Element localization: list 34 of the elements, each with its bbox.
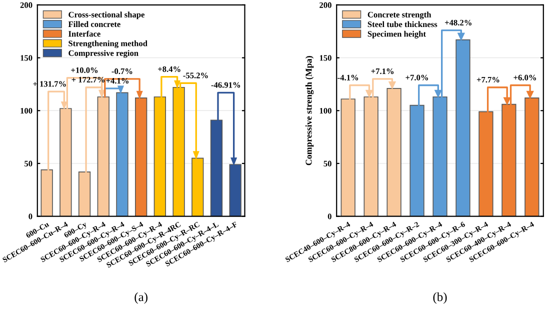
annotation: +6.0% [514, 74, 536, 80]
y-tick-label: 200 [20, 2, 32, 8]
legend-label: Compressive region [68, 50, 138, 58]
text: (a) [134, 292, 148, 304]
annotation: -4.1% [338, 74, 358, 80]
y-tick-label: 100 [320, 108, 332, 114]
annotation: +10.0% [71, 67, 98, 74]
text: (b) [433, 292, 447, 304]
annotation: +48.2% [444, 20, 472, 26]
annotation: + 131.7% [33, 81, 66, 87]
annotation: +7.0% [406, 74, 428, 80]
annotation: -55.2% [183, 72, 208, 78]
y-tick-label: 150 [20, 55, 32, 61]
annotation: +7.1% [371, 68, 394, 74]
legend-label: Interface [68, 30, 100, 37]
y-tick-label: 0 [28, 214, 32, 220]
legend-label: Filled concrete [68, 21, 120, 28]
annotation: +7.7% [476, 76, 500, 83]
y-tick-label: 50 [324, 160, 332, 166]
annotation: -0.7% [112, 68, 132, 74]
annotation: +4.1% [106, 78, 128, 84]
legend-label: Steel tube thickness [368, 21, 438, 28]
y-axis-title: Compressive strength (Mpa) [305, 56, 314, 166]
legend-label: Specimen height [368, 30, 426, 38]
y-tick-label: 200 [320, 2, 332, 8]
y-tick-label: 50 [24, 160, 32, 166]
legend-label: Cross-sectional shape [68, 12, 144, 20]
y-tick-label: 100 [20, 108, 32, 114]
annotation: -46.91% [211, 82, 240, 88]
legend-label: Concrete strength [368, 12, 432, 20]
y-tick-label: 150 [320, 55, 332, 61]
y-tick-label: 0 [328, 214, 332, 220]
legend-label: Strengthening method [68, 40, 148, 48]
annotation: +8.4% [158, 66, 180, 72]
